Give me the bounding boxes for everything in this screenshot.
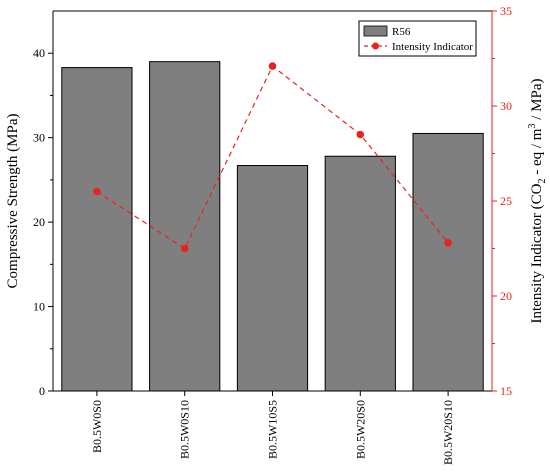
y2-tick-label: 20 <box>500 289 512 303</box>
y2-tick-label: 35 <box>500 4 512 18</box>
y2-tick-label: 15 <box>500 384 512 398</box>
bar <box>412 132 484 392</box>
data-point <box>268 62 277 70</box>
data-point <box>444 239 452 247</box>
x-tick-label: B0.5W20S10 <box>441 400 455 465</box>
legend-bar-label: R56 <box>392 26 411 38</box>
data-point <box>180 244 189 253</box>
y2-axis-title-sup: 3 <box>527 124 538 129</box>
y2-tick-label: 25 <box>500 194 512 208</box>
line-layer <box>93 62 452 253</box>
y2-axis-title-end: / MPa) <box>529 79 545 124</box>
x-tick-label: B0.5W0S0 <box>90 400 104 453</box>
y2-axis-title-mid: - eq / m <box>529 128 545 178</box>
data-point <box>356 130 365 139</box>
data-point <box>93 187 101 196</box>
legend-line-marker <box>372 42 379 50</box>
bar <box>324 155 396 392</box>
legend: R56 Intensity Indicator <box>358 20 477 57</box>
bar <box>236 165 309 392</box>
bars-layer <box>61 61 484 392</box>
y2-axis-title-sub: 2 <box>537 179 548 184</box>
x-tick-label: B0.5W0S10 <box>178 400 192 459</box>
bar <box>61 67 133 392</box>
y-axis-title: Compressive Strength (MPa) <box>5 114 21 289</box>
y-tick-label: 10 <box>33 300 45 314</box>
y2-tick-label: 30 <box>500 99 512 113</box>
y2-axis-title: Intensity Indicator (CO2 - eq / m3 / MPa… <box>527 79 548 324</box>
y-tick-label: 40 <box>33 46 45 60</box>
bar <box>149 61 221 392</box>
x-tick-label: B0.5W10S5 <box>266 400 280 459</box>
x-tick-label: B0.5W20S0 <box>353 400 367 459</box>
y-tick-label: 20 <box>33 215 45 229</box>
legend-bar-swatch <box>363 25 388 37</box>
y2-axis-title-main: Intensity Indicator (CO <box>529 183 545 323</box>
legend-line-label: Intensity Indicator <box>392 41 473 53</box>
axes-layer: 0 10 20 30 40 15 20 25 30 35 B0.5W0S0 B0.5W0S10 B0.5… <box>33 4 512 465</box>
y-tick-label: 30 <box>33 131 45 145</box>
y-tick-label: 0 <box>39 384 45 398</box>
